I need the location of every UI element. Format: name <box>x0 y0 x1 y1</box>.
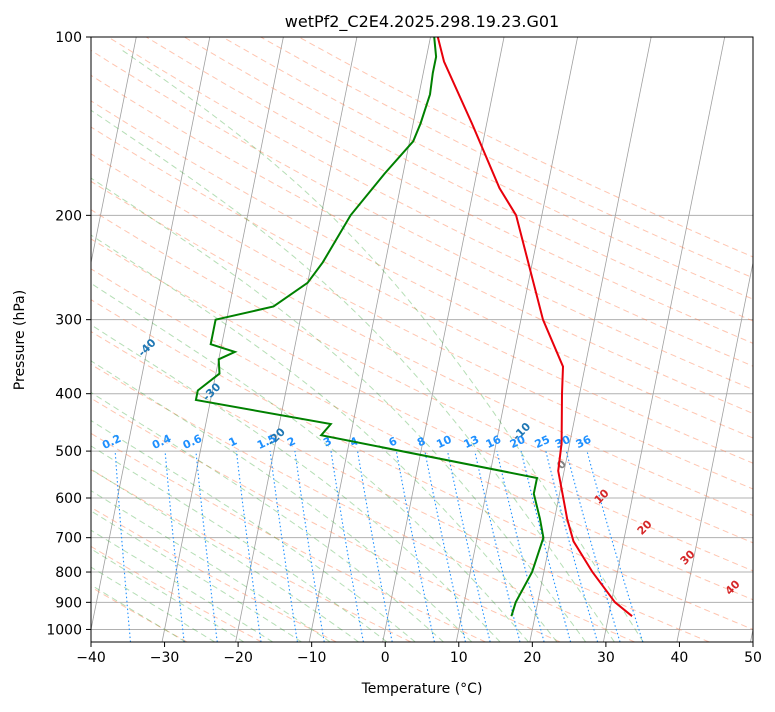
y-axis-label: Pressure (hPa) <box>12 290 28 390</box>
y-tick-label: 500 <box>55 444 82 460</box>
y-tick-label: 1000 <box>46 622 82 638</box>
x-tick-label: 30 <box>597 650 615 666</box>
x-tick-label: 10 <box>450 650 468 666</box>
y-tick-label: 400 <box>55 387 82 403</box>
x-tick-label: −40 <box>76 650 106 666</box>
y-tick-label: 200 <box>55 208 82 224</box>
y-tick-label: 700 <box>55 531 82 547</box>
x-tick-label: −20 <box>223 650 253 666</box>
x-tick-label: 40 <box>671 650 689 666</box>
x-tick-label: 20 <box>523 650 541 666</box>
x-axis-label: Temperature (°C) <box>361 681 483 697</box>
y-tick-label: 100 <box>55 30 82 46</box>
y-tick-label: 800 <box>55 565 82 581</box>
y-tick-label: 900 <box>55 595 82 611</box>
chart-title: wetPf2_C2E4.2025.298.19.23.G01 <box>285 12 559 32</box>
y-tick-label: 300 <box>55 313 82 329</box>
y-tick-label: 600 <box>55 491 82 507</box>
x-tick-label: 50 <box>744 650 762 666</box>
x-tick-label: −30 <box>150 650 180 666</box>
x-tick-label: 0 <box>381 650 390 666</box>
x-tick-label: −10 <box>297 650 327 666</box>
